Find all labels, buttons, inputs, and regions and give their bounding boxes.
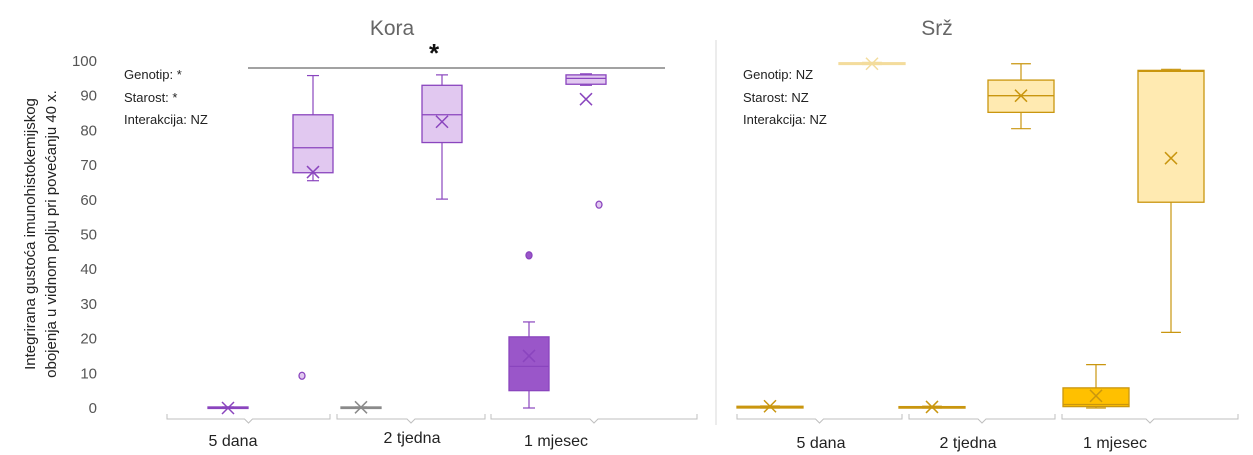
y-axis-title-line-2: obojenja u vidnom polju pri povećanju 40…	[43, 90, 60, 378]
kora-1-mjesec-light-box	[565, 74, 607, 85]
srz-group-label-1-mjesec: 1 mjesec	[1083, 435, 1147, 452]
kora-2-tjedna-dark-mean-marker	[354, 400, 368, 414]
srz-stat-age: Starost: NZ	[743, 90, 809, 105]
y-tick-label: 100	[72, 53, 97, 70]
y-tick-label: 80	[80, 122, 97, 139]
srz-5-dana-dark-mean-marker	[763, 399, 777, 413]
kora-5-dana-dark-mean-marker	[221, 401, 235, 415]
kora-group-label-2-tjedna: 2 tjedna	[384, 430, 441, 447]
kora-5-dana-light-outlier	[298, 371, 306, 380]
group-bracket	[1061, 414, 1239, 424]
kora-5-dana-light-mean-marker	[306, 165, 320, 179]
group-bracket	[490, 414, 698, 424]
srz-group-label-5-dana: 5 dana	[797, 435, 846, 452]
srz-stat-interaction: Interakcija: NZ	[743, 112, 827, 127]
kora-1-mjesec-light-mean-marker	[579, 92, 593, 106]
srz-1-mjesec-light-box	[1137, 69, 1205, 203]
y-tick-label: 60	[80, 192, 97, 209]
kora-2-tjedna-light-box	[421, 84, 463, 144]
kora-group-label-5-dana: 5 dana	[209, 433, 258, 450]
group-bracket	[166, 414, 331, 424]
y-axis-title-line-1: Integrirana gustoća imunohistokemijskog	[22, 98, 39, 370]
kora-group-label-1-mjesec: 1 mjesec	[524, 433, 588, 450]
y-tick-label: 30	[80, 296, 97, 313]
kora-1-mjesec-dark-box	[508, 336, 550, 392]
kora-2-tjedna-light-mean-marker	[435, 115, 449, 129]
y-tick-label: 40	[80, 261, 97, 278]
kora-1-mjesec-dark-outlier	[525, 251, 533, 260]
kora-1-mjesec-dark-mean-marker	[522, 349, 536, 363]
kora-1-mjesec-light-outlier	[595, 200, 603, 209]
group-bracket	[336, 414, 486, 424]
group-bracket	[736, 414, 903, 424]
kora-stat-genotype: Genotip: *	[124, 67, 182, 82]
srz-1-mjesec-dark-box	[1062, 387, 1130, 408]
y-tick-label: 0	[89, 400, 97, 417]
significance-star: *	[429, 38, 440, 68]
group-bracket	[908, 414, 1056, 424]
srz-2-tjedna-dark-mean-marker	[925, 400, 939, 414]
kora-stat-interaction: Interakcija: NZ	[124, 112, 208, 127]
y-tick-label: 90	[80, 88, 97, 105]
panel-title-srz: Srž	[921, 17, 953, 40]
srz-2-tjedna-light-mean-marker	[1014, 89, 1028, 103]
srz-stat-genotype: Genotip: NZ	[743, 67, 813, 82]
kora-stat-age: Starost: *	[124, 90, 177, 105]
kora-5-dana-light-box	[292, 114, 334, 174]
y-tick-label: 20	[80, 331, 97, 348]
srz-1-mjesec-light-mean-marker	[1164, 151, 1178, 165]
srz-5-dana-light-mean-marker	[865, 57, 879, 71]
srz-1-mjesec-dark-mean-marker	[1089, 389, 1103, 403]
y-tick-label: 70	[80, 157, 97, 174]
srz-group-label-2-tjedna: 2 tjedna	[940, 435, 997, 452]
y-tick-label: 50	[80, 227, 97, 244]
panel-title-kora: Kora	[370, 17, 415, 40]
y-tick-label: 10	[80, 365, 97, 382]
